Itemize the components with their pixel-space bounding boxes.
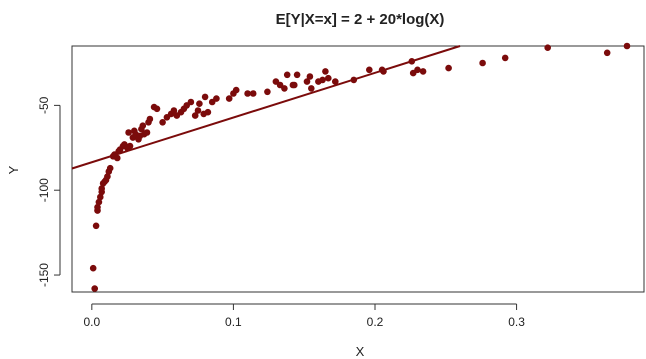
data-point-85 <box>479 59 486 67</box>
points-layer <box>89 42 631 292</box>
data-point-70 <box>308 85 315 92</box>
data-point-6 <box>97 193 104 201</box>
x-tick-label-1: 0.1 <box>225 315 242 329</box>
data-point-64 <box>283 71 291 79</box>
data-point-59 <box>249 90 257 97</box>
data-point-35 <box>146 115 154 123</box>
data-point-74 <box>325 74 332 82</box>
chart-title: E[Y|X=x] = 2 + 20*log(X) <box>276 11 445 28</box>
data-point-5 <box>95 198 103 206</box>
data-point-49 <box>196 100 203 107</box>
data-point-75 <box>332 78 339 85</box>
data-point-60 <box>264 88 271 96</box>
x-tick-label-2: 0.2 <box>367 315 384 329</box>
data-point-23 <box>125 129 132 136</box>
plot-area <box>71 42 645 293</box>
fit-line-layer <box>71 45 461 170</box>
data-point-84 <box>445 64 452 72</box>
data-point-57 <box>232 86 240 94</box>
y-tick-label-2: -50 <box>37 96 51 114</box>
x-axis-label: X <box>356 344 365 359</box>
data-point-87 <box>544 44 551 51</box>
data-point-55 <box>225 95 233 102</box>
data-point-66 <box>291 81 298 89</box>
y-axis: -150 -100 -50 <box>37 96 61 287</box>
data-point-63 <box>281 85 288 92</box>
data-point-72 <box>319 76 326 84</box>
data-point-47 <box>191 112 199 119</box>
data-point-31 <box>139 122 147 129</box>
data-point-54 <box>213 95 220 102</box>
data-point-24 <box>126 142 134 150</box>
data-point-77 <box>366 66 373 74</box>
data-point-0 <box>89 264 97 272</box>
data-point-8 <box>98 185 105 192</box>
data-point-52 <box>204 108 212 116</box>
data-point-2 <box>92 222 100 230</box>
data-point-89 <box>623 42 631 50</box>
y-tick-label-1: -100 <box>37 178 51 202</box>
y-axis-label: Y <box>6 165 21 174</box>
data-point-88 <box>603 49 611 57</box>
data-point-46 <box>187 98 195 106</box>
data-point-82 <box>414 66 421 74</box>
fit-line <box>71 45 461 170</box>
data-point-73 <box>322 68 329 75</box>
data-point-58 <box>244 90 251 97</box>
data-point-33 <box>143 129 151 136</box>
data-point-37 <box>153 105 161 113</box>
plot-frame <box>71 45 645 293</box>
data-point-4 <box>94 203 101 211</box>
x-tick-label-3: 0.3 <box>508 315 525 329</box>
data-point-69 <box>306 73 314 80</box>
data-point-1 <box>91 285 98 292</box>
x-axis: 0.0 0.1 0.2 0.3 <box>83 303 525 329</box>
data-point-14 <box>106 164 114 172</box>
data-point-68 <box>303 78 311 85</box>
x-tick-label-0: 0.0 <box>83 315 100 329</box>
data-point-51 <box>201 93 209 101</box>
data-point-12 <box>104 173 111 180</box>
data-point-83 <box>419 68 427 75</box>
data-point-48 <box>194 107 202 114</box>
data-point-67 <box>293 71 301 79</box>
y-tick-label-0: -150 <box>37 263 51 287</box>
data-point-38 <box>159 119 166 126</box>
data-point-41 <box>170 107 178 114</box>
data-point-86 <box>501 54 509 62</box>
data-point-17 <box>114 154 121 162</box>
